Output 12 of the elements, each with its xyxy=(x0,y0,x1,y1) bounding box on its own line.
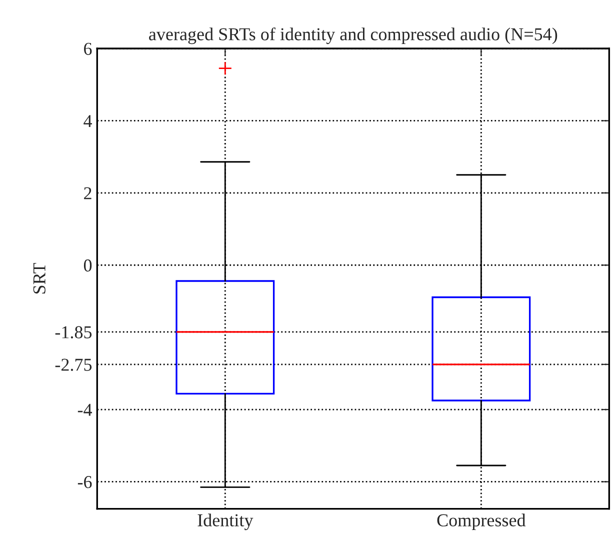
y-tick-label: 0 xyxy=(84,259,92,272)
y-tick-label: -6 xyxy=(78,476,92,488)
x-tick-label: Compressed xyxy=(437,514,526,530)
y-tick-label: 2 xyxy=(84,187,92,200)
chart-title: averaged SRTs of identity and compressed audio (N=54) xyxy=(149,27,558,44)
y-axis-title: SRT xyxy=(33,262,46,294)
y-tick-label: -1.85 xyxy=(55,326,92,338)
y-tick-label: -2.75 xyxy=(55,358,92,371)
y-tick-label: 4 xyxy=(84,115,92,127)
x-tick-label: Identity xyxy=(198,514,254,530)
y-tick-label: -4 xyxy=(78,404,92,416)
y-tick-label: 6 xyxy=(84,42,92,55)
